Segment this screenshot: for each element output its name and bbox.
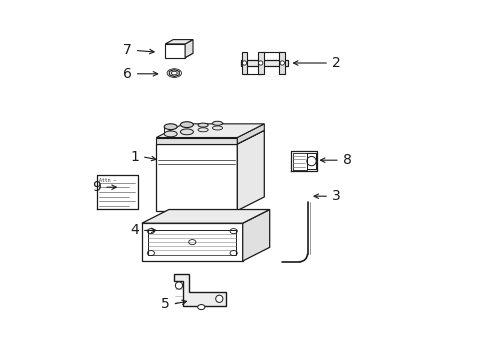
Polygon shape bbox=[241, 52, 247, 74]
Text: Attn —: Attn — bbox=[99, 178, 116, 183]
Ellipse shape bbox=[180, 122, 193, 127]
Polygon shape bbox=[241, 60, 287, 66]
Text: 1: 1 bbox=[130, 150, 139, 163]
Ellipse shape bbox=[198, 123, 208, 127]
Ellipse shape bbox=[171, 71, 177, 75]
Text: 2: 2 bbox=[331, 56, 340, 70]
Text: 7: 7 bbox=[123, 44, 132, 57]
Polygon shape bbox=[257, 52, 263, 74]
Ellipse shape bbox=[280, 61, 284, 65]
Polygon shape bbox=[142, 210, 269, 223]
Polygon shape bbox=[169, 69, 179, 77]
Ellipse shape bbox=[258, 61, 263, 65]
Polygon shape bbox=[142, 223, 242, 261]
Polygon shape bbox=[156, 124, 264, 138]
Text: 4: 4 bbox=[130, 224, 139, 237]
Polygon shape bbox=[174, 274, 226, 306]
Text: 3: 3 bbox=[331, 189, 340, 203]
Text: 5: 5 bbox=[161, 297, 169, 311]
Polygon shape bbox=[165, 40, 193, 44]
Polygon shape bbox=[156, 138, 237, 144]
Polygon shape bbox=[156, 144, 237, 211]
Text: 9: 9 bbox=[92, 180, 101, 194]
Ellipse shape bbox=[164, 124, 177, 130]
Polygon shape bbox=[156, 130, 264, 144]
Ellipse shape bbox=[242, 61, 246, 65]
Ellipse shape bbox=[198, 128, 208, 132]
Ellipse shape bbox=[212, 126, 222, 130]
Polygon shape bbox=[165, 53, 193, 58]
Ellipse shape bbox=[215, 295, 223, 302]
Ellipse shape bbox=[164, 131, 177, 137]
Ellipse shape bbox=[197, 305, 204, 310]
Ellipse shape bbox=[175, 282, 182, 289]
Polygon shape bbox=[242, 210, 269, 261]
Text: 8: 8 bbox=[342, 153, 351, 167]
Polygon shape bbox=[165, 44, 185, 58]
Polygon shape bbox=[237, 124, 264, 144]
Polygon shape bbox=[237, 130, 264, 211]
Text: 6: 6 bbox=[123, 67, 132, 81]
Ellipse shape bbox=[180, 129, 193, 135]
Polygon shape bbox=[279, 52, 285, 74]
Ellipse shape bbox=[212, 121, 222, 125]
Polygon shape bbox=[185, 40, 193, 58]
